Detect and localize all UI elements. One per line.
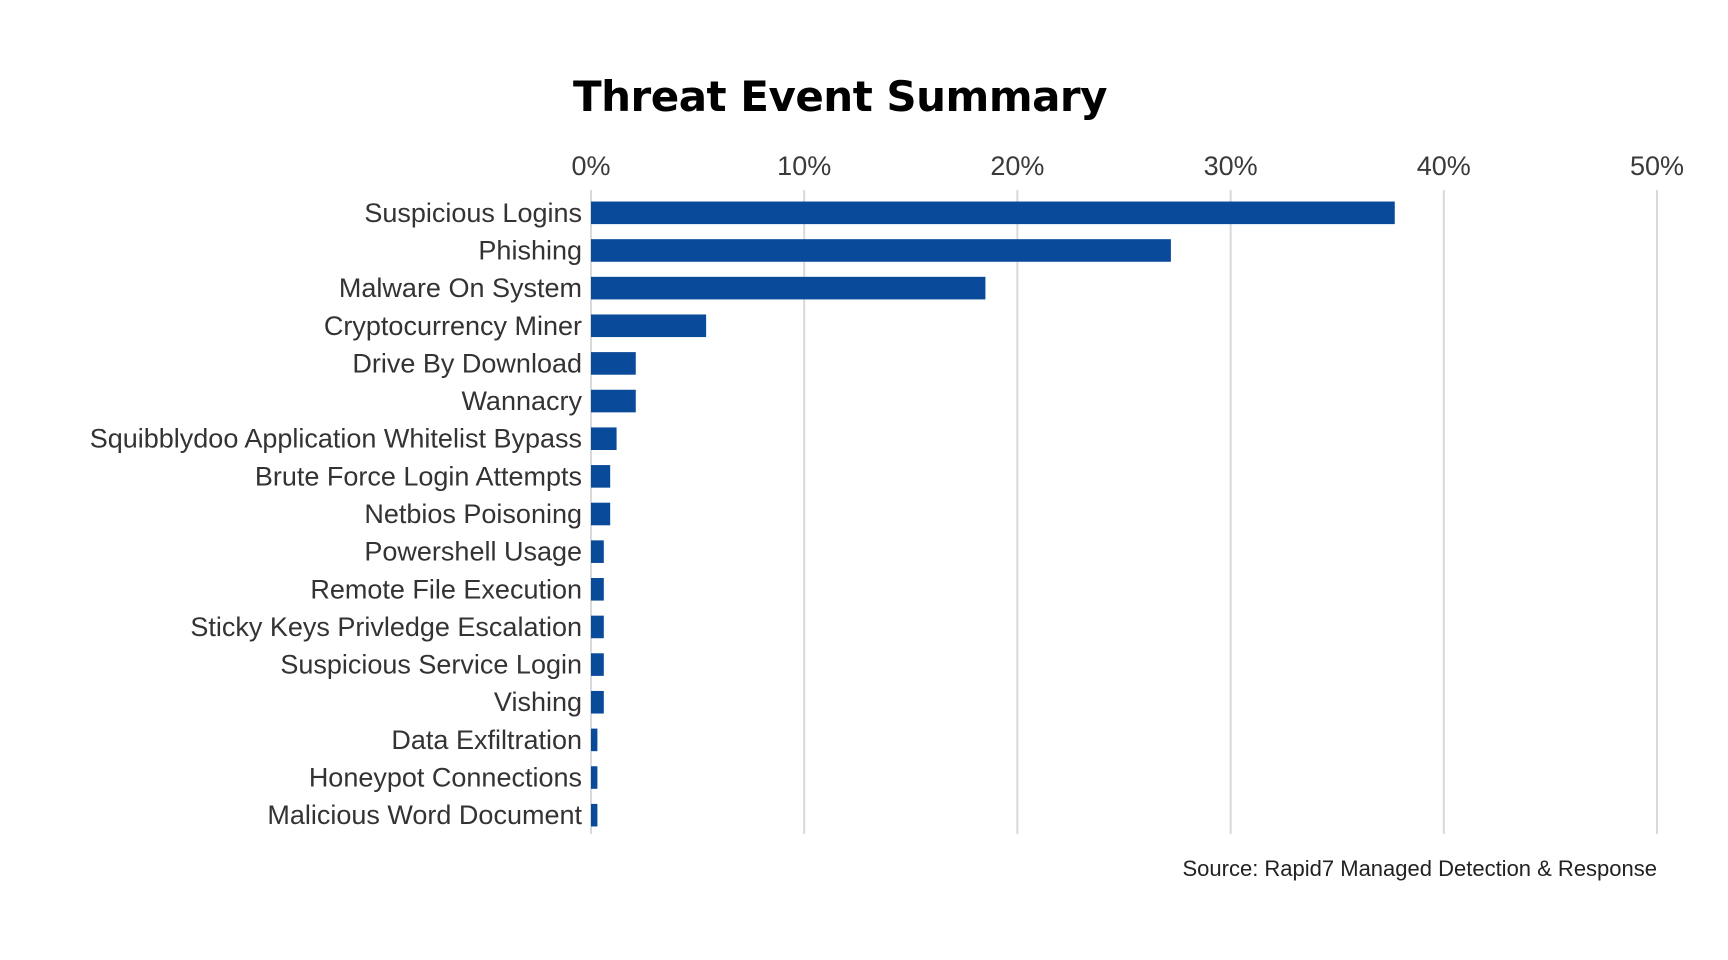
x-tick-label: 50% [1630,151,1684,181]
bar [591,465,611,488]
bar [591,653,604,676]
category-label: Wannacry [461,386,582,416]
x-tick-label: 40% [1417,151,1471,181]
bar [591,540,604,563]
bar [591,690,604,714]
bar [591,728,598,752]
category-labels: Suspicious Logins Phishing Malware On Syst… [90,198,583,830]
bar [591,352,636,375]
category-label: Powershell Usage [364,537,582,567]
category-label: Suspicious Service Login [280,650,582,680]
bar [591,766,598,789]
bar [591,578,604,601]
category-label: Remote File Execution [310,574,582,604]
category-label: Honeypot Connections [309,763,582,793]
category-label: Sticky Keys Privledge Escalation [190,612,582,642]
bar [591,201,1395,225]
bar [591,803,598,827]
x-tick-label: 0% [571,151,610,181]
bar [591,615,604,639]
bars [591,201,1395,827]
chart-title: Threat Event Summary [572,72,1108,121]
source-note: Source: Rapid7 Managed Detection & Respo… [1182,856,1657,881]
x-tick-label: 30% [1204,151,1258,181]
bar [591,427,617,450]
category-label: Netbios Poisoning [364,499,582,529]
bar [591,314,707,338]
category-label: Malware On System [339,273,582,303]
category-label: Vishing [494,687,582,717]
category-label: Phishing [478,235,582,265]
category-label: Suspicious Logins [364,198,582,228]
x-tick-label: 20% [990,151,1044,181]
bar [591,276,986,300]
category-label: Squibblydoo Application Whitelist Bypass [90,424,582,454]
x-axis-tick-labels: 0% 10% 20% 30% 40% 50% [571,151,1684,181]
x-tick-label: 10% [777,151,831,181]
category-label: Brute Force Login Attempts [255,461,582,491]
category-label: Cryptocurrency Miner [324,311,582,341]
bar [591,389,636,413]
bar [591,239,1171,262]
category-label: Malicious Word Document [267,800,582,830]
bar [591,502,611,526]
category-label: Drive By Download [352,348,582,378]
category-label: Data Exfiltration [391,725,582,755]
